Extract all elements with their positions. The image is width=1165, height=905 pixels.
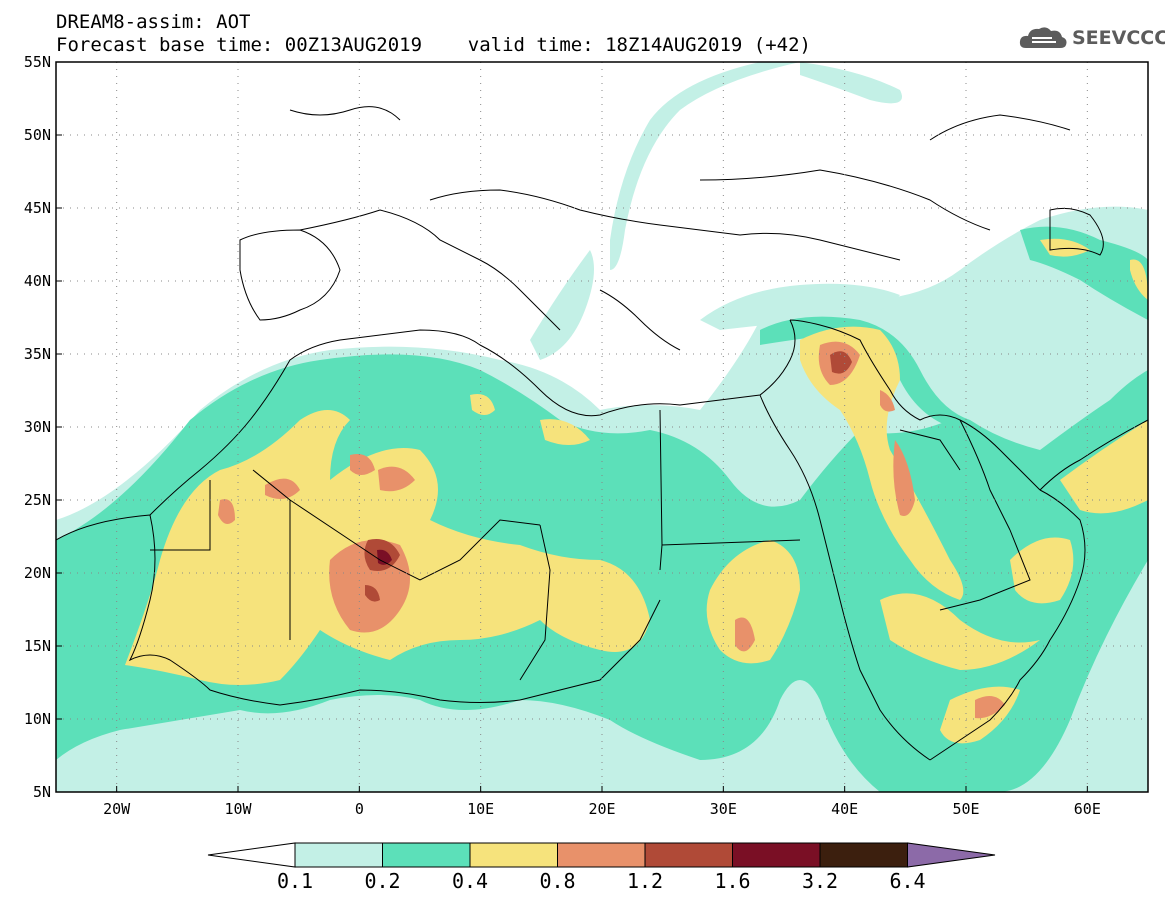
colorbar-under-triangle bbox=[207, 842, 296, 868]
colorbar-label: 6.4 bbox=[889, 869, 925, 893]
colorbar-bin bbox=[382, 842, 471, 868]
seevccc-logo: SEEVCCC bbox=[1018, 24, 1165, 52]
colorbar-label: 1.2 bbox=[627, 869, 663, 893]
lon-label: 10W bbox=[224, 800, 252, 818]
lat-label: 40N bbox=[24, 272, 51, 290]
lat-label: 35N bbox=[24, 345, 51, 363]
lat-label: 10N bbox=[24, 710, 51, 728]
lon-label: 40E bbox=[831, 800, 858, 818]
colorbar-bin bbox=[819, 842, 908, 868]
colorbar-label: 0.2 bbox=[364, 869, 400, 893]
lon-label: 20E bbox=[588, 800, 615, 818]
colorbar-label: 0.4 bbox=[452, 869, 488, 893]
colorbar-label: 0.8 bbox=[539, 869, 575, 893]
lat-label: 30N bbox=[24, 418, 51, 436]
lat-label: 25N bbox=[24, 491, 51, 509]
colorbar-bin bbox=[732, 842, 821, 868]
colorbar-label: 1.6 bbox=[714, 869, 750, 893]
lon-label: 50E bbox=[952, 800, 979, 818]
lat-label: 15N bbox=[24, 637, 51, 655]
lat-label: 45N bbox=[24, 199, 51, 217]
cloud-icon bbox=[1019, 27, 1067, 48]
plot-frame bbox=[55, 61, 1149, 793]
lon-label: 10E bbox=[467, 800, 494, 818]
colorbar-bin bbox=[557, 842, 646, 868]
colorbar-label: 3.2 bbox=[802, 869, 838, 893]
logo-text: SEEVCCC bbox=[1072, 27, 1165, 49]
lon-label: 60E bbox=[1074, 800, 1101, 818]
lon-label: 20W bbox=[103, 800, 131, 818]
colorbar: 0.1 0.2 0.4 0.8 1.2 1.6 3.2 6.4 bbox=[207, 842, 996, 893]
colorbar-bin bbox=[469, 842, 558, 868]
map-title: DREAM8-assim: AOT bbox=[56, 11, 251, 33]
lat-label: 55N bbox=[24, 53, 51, 71]
lat-label: 20N bbox=[24, 564, 51, 582]
lat-label: 50N bbox=[24, 126, 51, 144]
lat-label: 5N bbox=[33, 783, 51, 801]
latitude-labels: 55N 50N 45N 40N 35N 30N 25N 20N 15N 10N 5N bbox=[24, 53, 51, 801]
colorbar-over-triangle bbox=[907, 842, 996, 868]
colorbar-label: 0.1 bbox=[277, 869, 313, 893]
longitude-labels: 20W 10W 0 10E 20E 30E 40E 50E 60E bbox=[103, 800, 1101, 818]
lon-label: 0 bbox=[355, 800, 364, 818]
forecast-time-line: Forecast base time: 00Z13AUG2019 valid t… bbox=[56, 34, 811, 56]
colorbar-bin bbox=[644, 842, 733, 868]
colorbar-bin bbox=[294, 842, 383, 868]
lon-label: 30E bbox=[710, 800, 737, 818]
coastlines bbox=[56, 62, 1148, 792]
